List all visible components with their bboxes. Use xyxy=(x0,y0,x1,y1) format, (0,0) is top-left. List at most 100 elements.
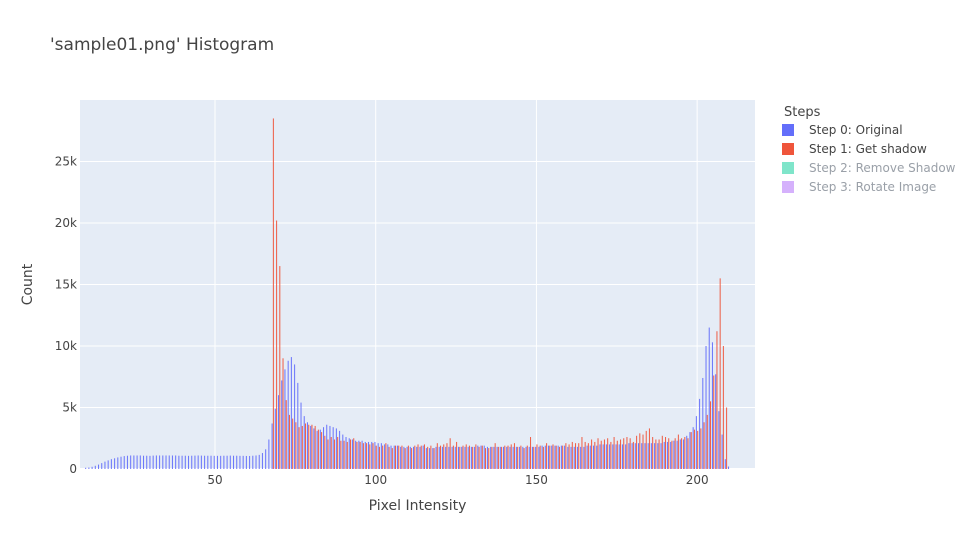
histogram-bar xyxy=(605,444,607,469)
histogram-bar xyxy=(430,445,432,469)
histogram-bar xyxy=(417,444,419,469)
histogram-bar xyxy=(123,456,125,469)
histogram-bar xyxy=(133,455,135,469)
histogram-bar xyxy=(494,443,496,469)
histogram-bar xyxy=(679,439,681,469)
y-tick-label: 20k xyxy=(55,216,77,230)
histogram-bar xyxy=(497,446,499,469)
histogram-bar xyxy=(378,446,380,469)
x-tick-label: 150 xyxy=(525,473,548,487)
legend-item[interactable]: Step 0: Original xyxy=(782,123,903,137)
histogram-bar xyxy=(474,446,476,469)
histogram-bar xyxy=(353,438,355,469)
histogram-bar xyxy=(657,443,659,469)
histogram-bar xyxy=(233,455,235,469)
histogram-bar xyxy=(535,446,537,469)
histogram-bar xyxy=(668,438,670,469)
histogram-bar xyxy=(517,446,519,469)
histogram-bar xyxy=(452,445,454,469)
histogram-bar xyxy=(321,432,323,469)
histogram-bar xyxy=(580,446,582,469)
histogram-bar xyxy=(393,445,395,469)
histogram-bar xyxy=(358,440,360,469)
histogram-bar xyxy=(636,435,638,469)
histogram-bar xyxy=(449,438,451,469)
histogram-bar xyxy=(375,445,377,469)
histogram-bar xyxy=(290,357,292,469)
histogram-bar xyxy=(548,445,550,469)
histogram-bar xyxy=(362,443,364,469)
histogram-bar xyxy=(692,427,694,469)
histogram-bar xyxy=(683,439,685,469)
histogram-bar xyxy=(348,438,350,469)
y-tick-label: 5k xyxy=(62,401,77,415)
histogram-bar xyxy=(411,448,413,469)
histogram-bar xyxy=(530,437,532,469)
histogram-bar xyxy=(396,445,398,469)
histogram-bar xyxy=(242,455,244,469)
histogram-bar xyxy=(416,446,418,469)
histogram-bar xyxy=(555,445,557,469)
histogram-bar xyxy=(265,449,267,469)
histogram-bar xyxy=(483,445,485,469)
histogram-bar xyxy=(718,411,720,469)
histogram-bar xyxy=(423,444,425,469)
histogram-bar xyxy=(404,448,406,469)
chart-title: 'sample01.png' Histogram xyxy=(50,35,274,55)
histogram-bar xyxy=(661,435,663,469)
histogram-bar xyxy=(728,466,730,469)
histogram-bar xyxy=(346,441,348,469)
histogram-bar xyxy=(596,445,598,469)
histogram-bar xyxy=(216,455,218,469)
histogram-bar xyxy=(403,446,405,469)
histogram-bar xyxy=(276,220,278,469)
histogram-bar xyxy=(458,446,460,469)
histogram-bar xyxy=(629,438,631,469)
histogram-bar xyxy=(625,444,627,469)
histogram-bar xyxy=(642,434,644,469)
histogram-bar xyxy=(311,424,313,469)
histogram-bar xyxy=(552,444,554,469)
histogram-bar xyxy=(380,443,382,469)
histogram-bar xyxy=(705,346,707,469)
histogram-bar xyxy=(507,445,509,469)
legend-swatch xyxy=(782,124,794,136)
histogram-bar xyxy=(278,395,280,469)
histogram-bar xyxy=(496,446,498,469)
histogram-bar xyxy=(162,455,164,469)
histogram-bar xyxy=(316,430,318,469)
histogram-bar xyxy=(210,455,212,469)
histogram-bar xyxy=(130,455,132,469)
histogram-bar xyxy=(486,446,488,469)
legend-item[interactable]: Step 3: Rotate Image xyxy=(782,180,936,194)
histogram-bar xyxy=(470,446,472,469)
histogram-bar xyxy=(143,455,145,469)
histogram-bar xyxy=(467,446,469,469)
legend-item[interactable]: Step 1: Get shadow xyxy=(782,142,927,156)
histogram-bar xyxy=(339,430,341,469)
histogram-bar xyxy=(658,439,660,469)
histogram-bar xyxy=(255,455,257,469)
histogram-bar xyxy=(584,441,586,469)
histogram-bar xyxy=(726,407,728,469)
histogram-bar xyxy=(361,440,363,469)
histogram-bar xyxy=(631,443,633,469)
histogram-bar xyxy=(236,455,238,469)
histogram-bar xyxy=(621,444,623,469)
histogram-bar xyxy=(385,443,387,469)
histogram-bar xyxy=(345,437,347,469)
histogram-bar xyxy=(117,457,119,469)
histogram-bar xyxy=(245,455,247,469)
histogram-bar xyxy=(306,422,308,469)
histogram-bar xyxy=(425,448,427,469)
histogram-bar xyxy=(499,446,501,469)
legend-swatch xyxy=(782,143,794,155)
histogram-bar xyxy=(188,455,190,469)
histogram-bar xyxy=(330,437,332,469)
histogram-bar xyxy=(697,430,699,469)
histogram-bar xyxy=(456,441,458,469)
legend-item[interactable]: Step 2: Remove Shadow xyxy=(782,161,956,175)
histogram-bar xyxy=(671,440,673,469)
histogram-bar xyxy=(503,446,505,469)
histogram-bar xyxy=(419,446,421,469)
